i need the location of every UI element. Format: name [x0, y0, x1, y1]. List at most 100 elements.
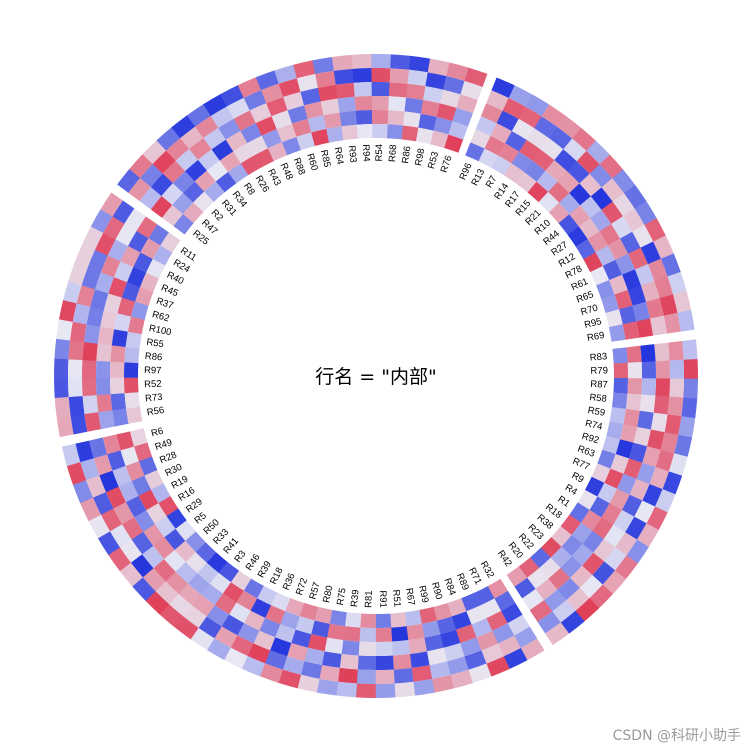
heatmap-cell — [577, 489, 598, 511]
heatmap-cell — [124, 392, 140, 409]
heatmap-cell — [650, 315, 667, 336]
heatmap-cell — [391, 626, 409, 642]
heatmap-cell — [159, 604, 184, 628]
heatmap-cell — [218, 118, 241, 140]
heatmap-cell — [68, 377, 83, 398]
heatmap-cell — [359, 627, 376, 642]
heatmap-cell — [420, 99, 441, 118]
heatmap-cell — [582, 530, 604, 553]
heatmap-cell — [560, 556, 583, 578]
heatmap-cell — [247, 643, 271, 664]
heatmap-cell — [192, 594, 215, 617]
heatmap-cell — [319, 664, 340, 682]
heatmap-cell — [96, 377, 111, 396]
heatmap-cells — [53, 53, 699, 698]
heatmap-cell — [506, 566, 528, 587]
heatmap-cell — [271, 110, 293, 130]
heatmap-cell — [96, 343, 112, 362]
heatmap-cell — [307, 633, 328, 652]
heatmap-cell — [627, 378, 642, 395]
heatmap-cell — [131, 301, 149, 320]
heatmap-cell — [554, 149, 577, 172]
heatmap-cell — [637, 410, 654, 430]
heatmap-cell — [255, 70, 279, 91]
heatmap-cell — [82, 359, 97, 379]
heatmap-cell — [154, 516, 176, 538]
heatmap-cell — [431, 674, 454, 693]
row-label: R95 — [583, 316, 603, 331]
row-label: R7 — [484, 174, 500, 190]
heatmap-cell — [321, 651, 342, 668]
heatmap-cell — [541, 104, 566, 128]
heatmap-cell — [162, 160, 186, 184]
row-label: R86 — [400, 145, 413, 164]
heatmap-cell — [584, 476, 605, 497]
heatmap-cell — [664, 414, 682, 436]
heatmap-cell — [296, 74, 319, 92]
heatmap-cell — [80, 497, 102, 522]
heatmap-cell — [311, 128, 330, 147]
heatmap-cell — [121, 281, 141, 302]
row-label: R86 — [144, 351, 162, 363]
row-label: R49 — [154, 437, 174, 453]
heatmap-cell — [613, 362, 628, 379]
heatmap-cell — [333, 68, 354, 85]
heatmap-cell — [165, 571, 189, 594]
heatmap-cell — [614, 290, 633, 310]
row-label: R100 — [148, 323, 172, 338]
heatmap-cell — [592, 561, 616, 585]
heatmap-cell — [623, 408, 640, 428]
heatmap-cell — [375, 669, 395, 684]
heatmap-cell — [130, 553, 154, 578]
heatmap-cell — [491, 77, 515, 99]
heatmap-cell — [128, 230, 149, 253]
heatmap-cell — [602, 435, 620, 455]
heatmap-cell — [529, 547, 551, 569]
heatmap-cell — [404, 610, 422, 627]
heatmap-cell — [175, 148, 199, 172]
heatmap-cell — [107, 239, 129, 262]
heatmap-cell — [233, 110, 256, 131]
heatmap-cell — [143, 523, 165, 546]
heatmap-cell — [287, 105, 308, 124]
row-label: R75 — [335, 587, 349, 606]
heatmap-cell — [72, 303, 91, 325]
heatmap-cell — [355, 110, 373, 125]
row-label: R92 — [580, 431, 600, 446]
heatmap-cell — [607, 238, 629, 261]
heatmap-cell — [124, 208, 146, 232]
row-label: R98 — [413, 148, 427, 167]
heatmap-cell — [116, 431, 135, 451]
row-label: R51 — [390, 589, 403, 607]
heatmap-cell — [54, 338, 71, 360]
heatmap-cell — [107, 450, 126, 471]
heatmap-cell — [335, 82, 355, 99]
heatmap-cell — [642, 483, 663, 507]
heatmap-cell — [247, 135, 268, 156]
heatmap-cell — [571, 543, 594, 566]
heatmap-cell — [82, 341, 98, 361]
heatmap-cell — [627, 285, 647, 306]
heatmap-cell — [150, 483, 171, 504]
heatmap-cell — [667, 271, 687, 295]
heatmap-cell — [146, 258, 166, 279]
heatmap-cell — [545, 622, 570, 646]
heatmap-cell — [291, 629, 312, 648]
heatmap-cell — [237, 77, 262, 98]
row-label: R67 — [403, 587, 417, 606]
heatmap-cell — [351, 54, 372, 69]
heatmap-cell — [669, 378, 684, 398]
heatmap-cell — [180, 126, 204, 150]
heatmap-cell — [59, 299, 77, 322]
heatmap-cell — [446, 62, 469, 82]
heatmap-cell — [371, 53, 392, 69]
heatmap-cell — [390, 54, 411, 70]
heatmap-cell — [320, 98, 340, 116]
heatmap-cell — [575, 239, 596, 260]
heatmap-cell — [215, 171, 237, 193]
heatmap-cell — [446, 656, 469, 675]
heatmap-cell — [312, 57, 335, 75]
heatmap-cell — [503, 647, 528, 670]
row-label: R62 — [151, 309, 171, 324]
heatmap-cell — [54, 396, 71, 418]
